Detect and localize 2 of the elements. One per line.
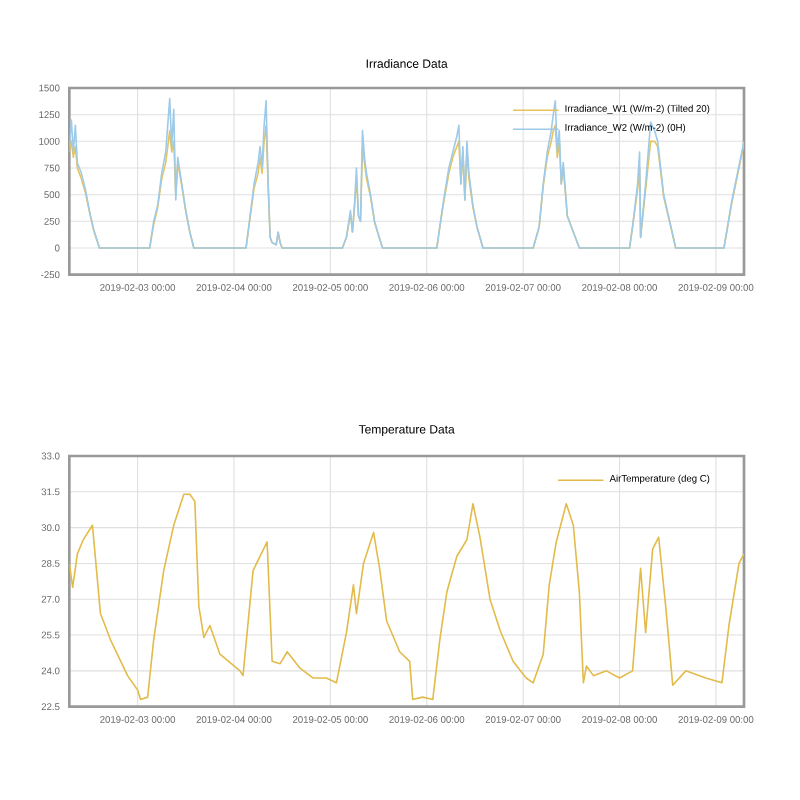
line-series <box>69 97 745 249</box>
line-series <box>69 493 745 701</box>
